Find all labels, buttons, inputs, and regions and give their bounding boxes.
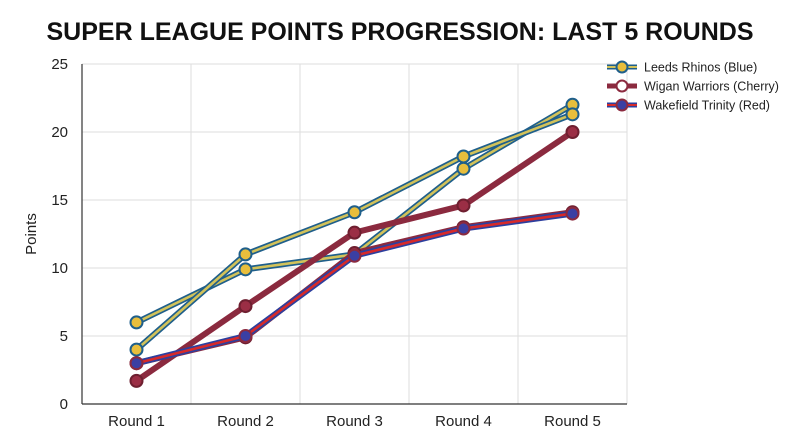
legend-item[interactable]: Wigan Warriors (Cherry) xyxy=(607,79,779,94)
data-point[interactable] xyxy=(129,356,144,371)
x-tick-label: Round 4 xyxy=(435,413,492,430)
axes: 0 5 10 15 20 25 Round 1 Round 2 Round 3 Round 4 Ro… xyxy=(51,56,627,430)
legend-marker xyxy=(615,60,629,74)
legend-label: Leeds Rhinos (Blue) xyxy=(644,61,757,75)
legend-label: Wigan Warriors (Cherry) xyxy=(644,80,779,94)
data-point[interactable] xyxy=(238,299,253,314)
legend-marker xyxy=(615,98,629,112)
data-point[interactable] xyxy=(347,248,362,263)
y-tick-label: 20 xyxy=(51,124,68,141)
data-point[interactable] xyxy=(129,373,144,388)
legend-item[interactable]: Wakefield Trinity (Red) xyxy=(607,98,770,113)
data-point[interactable] xyxy=(238,262,253,277)
legend-marker xyxy=(615,79,629,93)
y-tick-label: 10 xyxy=(51,260,68,277)
gridlines xyxy=(82,63,628,404)
x-tick-label: Round 3 xyxy=(326,413,383,430)
data-point[interactable] xyxy=(129,342,144,357)
data-point[interactable] xyxy=(565,125,580,139)
data-point[interactable] xyxy=(456,161,471,176)
data-point[interactable] xyxy=(238,247,253,262)
legend-label: Wakefield Trinity (Red) xyxy=(644,99,770,113)
series-2 xyxy=(129,206,580,371)
data-point[interactable] xyxy=(347,205,362,220)
y-axis-label: Points xyxy=(23,213,40,255)
series-layer xyxy=(129,97,580,388)
x-tick-label: Round 2 xyxy=(217,413,274,430)
data-point[interactable] xyxy=(565,206,580,221)
x-tick-label: Round 1 xyxy=(108,413,165,430)
data-point[interactable] xyxy=(565,107,580,122)
y-tick-label: 25 xyxy=(51,56,68,73)
data-point[interactable] xyxy=(456,149,471,164)
y-tick-label: 0 xyxy=(60,396,68,413)
data-point[interactable] xyxy=(456,221,471,236)
data-point[interactable] xyxy=(129,315,144,330)
chart-title: SUPER LEAGUE POINTS PROGRESSION: LAST 5 … xyxy=(46,18,753,46)
legend[interactable]: Leeds Rhinos (Blue) Wigan Warriors (Cherr… xyxy=(607,60,779,113)
data-point[interactable] xyxy=(347,225,362,240)
y-tick-label: 5 xyxy=(60,328,68,345)
legend-item[interactable]: Leeds Rhinos (Blue) xyxy=(607,60,757,75)
data-point[interactable] xyxy=(456,198,471,213)
y-tick-label: 15 xyxy=(51,192,68,209)
x-tick-label: Round 5 xyxy=(544,413,601,430)
data-point[interactable] xyxy=(238,329,253,343)
